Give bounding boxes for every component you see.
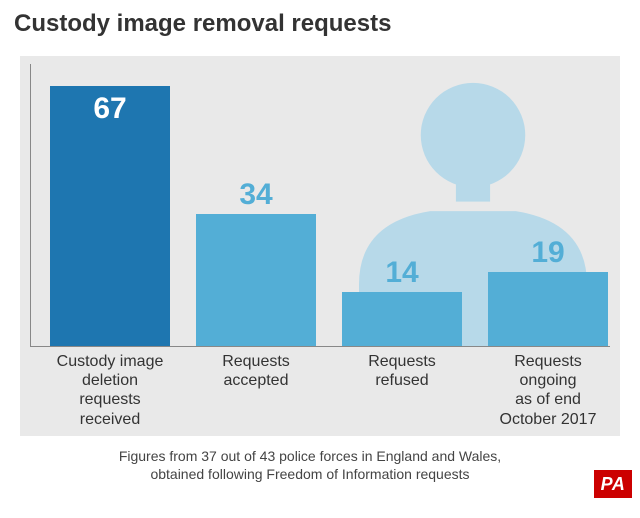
bar-label-0: Custody imagedeletionrequestsreceived (42, 352, 178, 429)
bar-label-1: Requestsaccepted (188, 352, 324, 390)
bar-value-0: 67 (50, 92, 170, 126)
bar-label-3: Requestsongoingas of endOctober 2017 (480, 352, 616, 429)
chart-title: Custody image removal requests (14, 10, 391, 38)
bar-label-2: Requestsrefused (334, 352, 470, 390)
infographic-container: Custody image removal requests 67 Custody… (0, 0, 640, 518)
bar-value-1: 34 (196, 178, 316, 212)
pa-source-badge: PA (594, 470, 632, 498)
bar-2: 14 (342, 292, 462, 346)
bar-0: 67 (50, 86, 170, 346)
chart-area: 67Custody imagedeletionrequestsreceived3… (20, 56, 620, 436)
x-axis-line (30, 346, 610, 347)
bar-value-3: 19 (488, 236, 608, 270)
bar-1: 34 (196, 214, 316, 346)
y-axis-line (30, 64, 31, 346)
bar-value-2: 14 (342, 256, 462, 290)
chart-footnote: Figures from 37 out of 43 police forces … (30, 448, 590, 483)
bar-3: 19 (488, 272, 608, 346)
